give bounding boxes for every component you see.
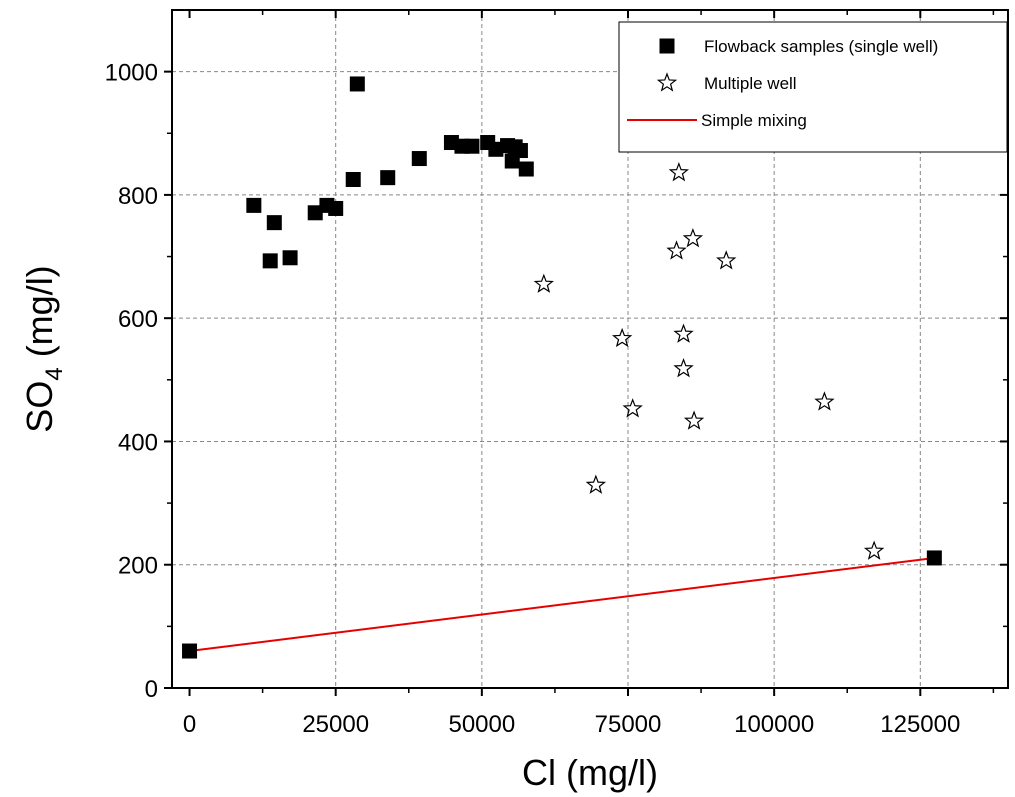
data-point-star	[622, 398, 643, 418]
data-point-star	[863, 540, 885, 560]
data-point-star	[666, 240, 687, 260]
legend-label: Flowback samples (single well)	[704, 37, 938, 56]
y-tick-label: 0	[145, 676, 158, 703]
x-tick-label: 75000	[595, 711, 662, 738]
y-tick-label: 200	[118, 553, 158, 580]
data-point-square	[182, 643, 198, 659]
y-tick-label: 400	[118, 429, 158, 456]
data-point-star	[716, 250, 737, 270]
plot-area	[182, 76, 942, 659]
data-point-square	[512, 143, 528, 159]
x-axis-title: Cl (mg/l)	[522, 752, 658, 793]
data-point-square	[307, 205, 323, 221]
y-axis-title-main: SO	[19, 381, 60, 433]
y-axis-title: SO4 (mg/l)	[19, 265, 68, 432]
legend-label: Multiple well	[704, 74, 797, 93]
series-points-square	[182, 76, 942, 659]
legend: Flowback samples (single well) Multiple w…	[618, 21, 1008, 153]
data-point-star	[585, 474, 607, 494]
data-point-square	[926, 550, 942, 566]
x-tick-label: 100000	[734, 711, 814, 738]
data-point-square	[282, 250, 298, 266]
data-point-square	[328, 200, 344, 216]
legend-box	[618, 21, 1008, 153]
series-points-star	[533, 162, 885, 560]
data-point-star	[533, 273, 554, 293]
x-tick-label: 125000	[880, 711, 960, 738]
data-point-square	[488, 141, 504, 157]
y-tick-label: 800	[118, 183, 158, 210]
y-axis-title-subscript: 4	[41, 367, 68, 380]
x-tick-label: 0	[183, 711, 196, 738]
data-point-square	[262, 253, 278, 269]
mixing-line	[189, 556, 935, 653]
y-tick-label: 600	[118, 306, 158, 333]
plot-frame	[171, 9, 1009, 689]
data-point-square	[266, 215, 282, 231]
legend-label: Simple mixing	[701, 111, 807, 130]
data-point-square	[518, 161, 534, 177]
data-point-square	[246, 197, 262, 213]
data-point-square	[349, 76, 365, 92]
legend-star-icon	[656, 72, 678, 92]
x-tick-label: 25000	[302, 711, 369, 738]
legend-square-icon	[659, 38, 675, 54]
data-point-star	[673, 323, 694, 343]
data-point-star	[682, 227, 704, 248]
data-point-star	[673, 358, 694, 378]
data-point-star	[668, 162, 690, 182]
y-axis-title-unit: (mg/l)	[19, 265, 60, 367]
data-point-square	[464, 138, 480, 154]
data-point-square	[345, 172, 361, 187]
data-point-star	[683, 410, 705, 430]
y-tick-label: 1000	[105, 60, 158, 87]
data-point-star	[611, 327, 633, 348]
data-point-square	[380, 170, 396, 186]
series-line	[189, 556, 935, 653]
data-point-square	[411, 151, 427, 167]
data-point-star	[814, 391, 835, 411]
x-tick-label: 50000	[448, 711, 515, 738]
